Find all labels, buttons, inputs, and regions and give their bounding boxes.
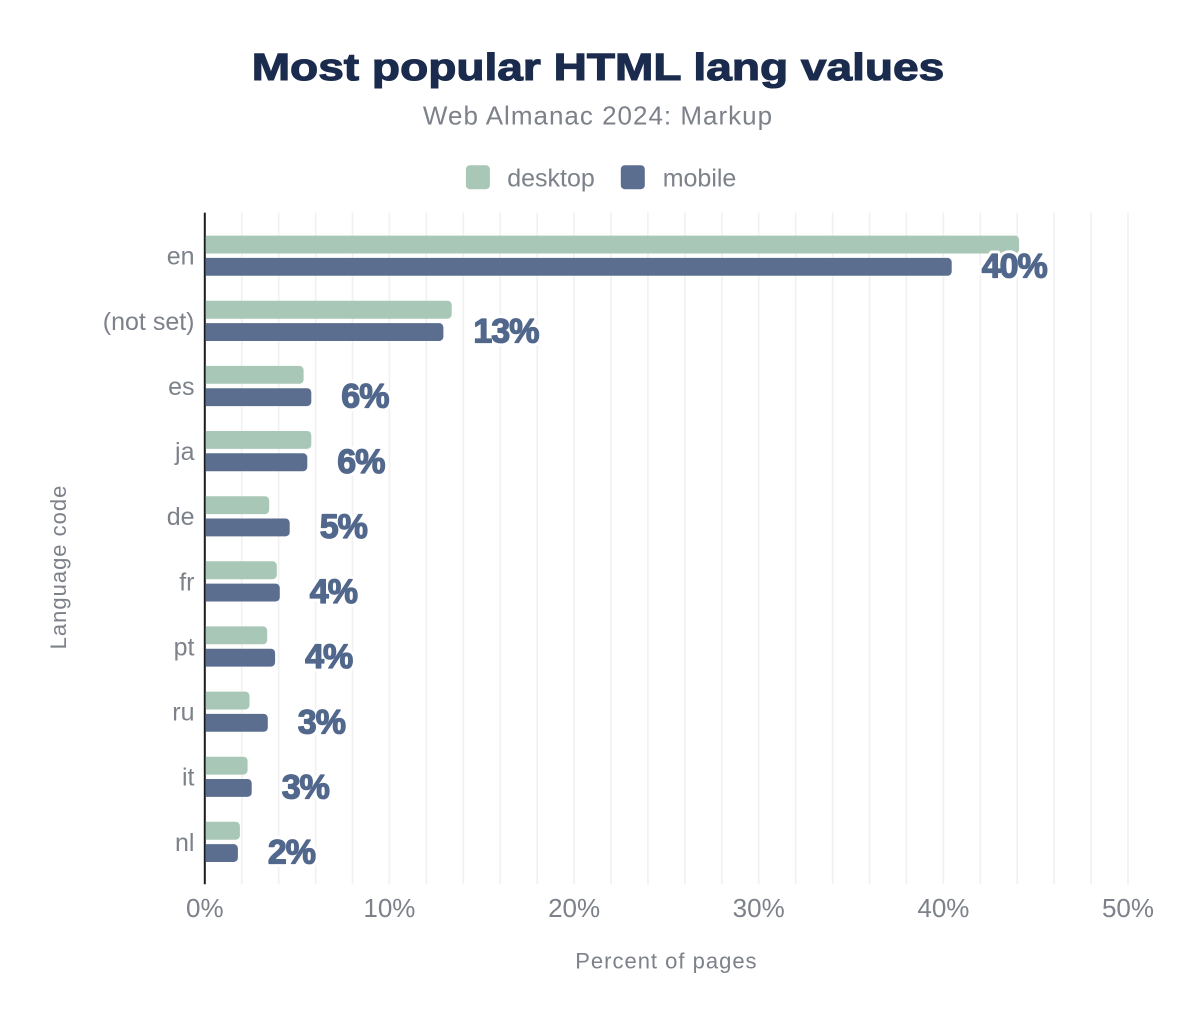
svg-text:Web Almanac 2024: Markup: Web Almanac 2024: Markup [423, 101, 773, 131]
svg-text:4%: 4% [310, 573, 358, 611]
svg-text:50%: 50% [1102, 893, 1154, 923]
svg-text:4%: 4% [305, 638, 353, 676]
svg-text:3%: 3% [298, 703, 346, 741]
svg-text:Language code: Language code [46, 485, 71, 650]
svg-text:nl: nl [175, 829, 194, 857]
svg-text:5%: 5% [320, 508, 368, 546]
svg-text:en: en [167, 243, 195, 271]
svg-text:4%: 4% [310, 573, 358, 611]
svg-text:6%: 6% [341, 378, 389, 416]
svg-text:6%: 6% [337, 443, 385, 481]
svg-text:3%: 3% [298, 703, 346, 741]
svg-text:pt: pt [174, 634, 195, 662]
svg-text:Most popular HTML lang values: Most popular HTML lang values [252, 46, 945, 88]
svg-text:it: it [182, 764, 195, 792]
svg-text:40%: 40% [917, 893, 969, 923]
svg-text:3%: 3% [282, 768, 330, 806]
svg-text:5%: 5% [320, 508, 368, 546]
svg-text:(not set): (not set) [103, 308, 195, 336]
svg-text:3%: 3% [282, 768, 330, 806]
svg-text:30%: 30% [733, 893, 785, 923]
svg-text:4%: 4% [305, 638, 353, 676]
svg-text:10%: 10% [363, 893, 415, 923]
svg-text:es: es [168, 373, 194, 401]
svg-text:desktop: desktop [507, 164, 595, 192]
svg-text:13%: 13% [473, 313, 539, 351]
svg-text:20%: 20% [548, 893, 600, 923]
svg-text:ru: ru [172, 699, 194, 727]
svg-text:fr: fr [179, 568, 194, 596]
svg-text:13%: 13% [473, 313, 539, 351]
svg-text:6%: 6% [337, 443, 385, 481]
svg-text:0%: 0% [186, 893, 224, 923]
svg-text:de: de [167, 503, 195, 531]
svg-text:6%: 6% [341, 378, 389, 416]
svg-text:Percent of pages: Percent of pages [575, 949, 757, 974]
svg-text:2%: 2% [268, 834, 316, 872]
svg-text:ja: ja [174, 438, 195, 466]
svg-text:40%: 40% [982, 247, 1048, 285]
svg-text:mobile: mobile [663, 164, 737, 192]
svg-text:2%: 2% [268, 834, 316, 872]
svg-text:40%: 40% [982, 247, 1048, 285]
